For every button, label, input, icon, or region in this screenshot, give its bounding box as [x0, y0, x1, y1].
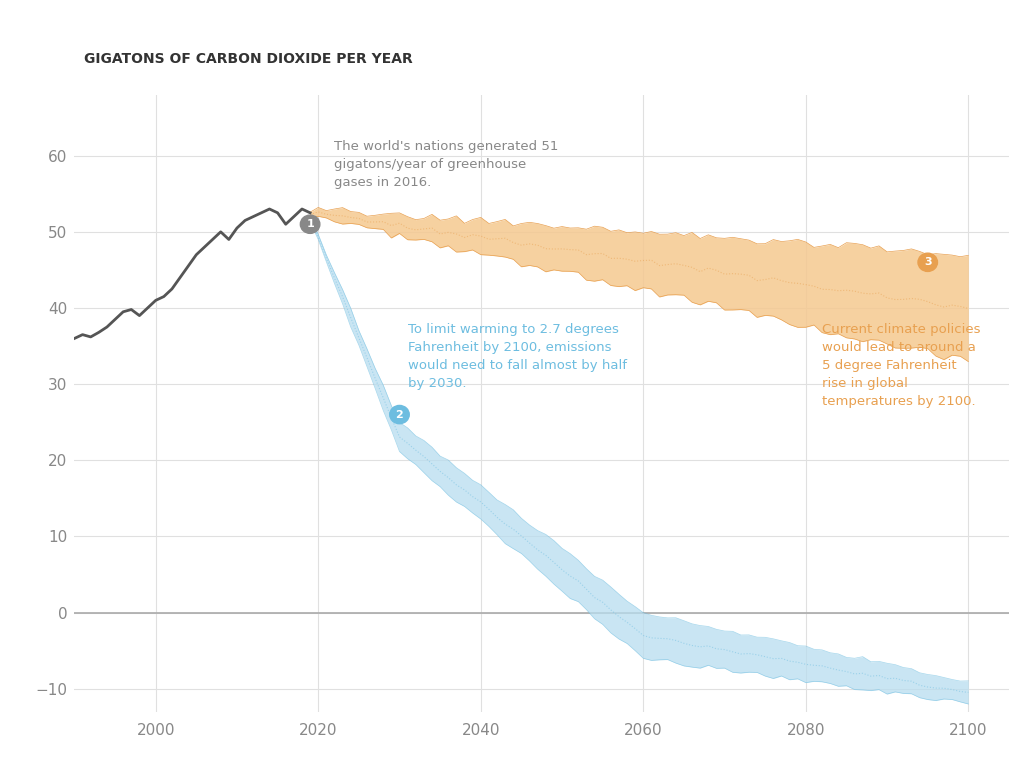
- Text: Current climate policies
would lead to around a
5 degree Fahrenheit
rise in glob: Current climate policies would lead to a…: [822, 323, 981, 409]
- Circle shape: [390, 406, 410, 424]
- Text: 2: 2: [395, 409, 403, 419]
- Text: 3: 3: [924, 257, 932, 267]
- Text: 1: 1: [306, 219, 314, 229]
- Circle shape: [300, 215, 319, 233]
- Circle shape: [918, 253, 938, 271]
- Text: To limit warming to 2.7 degrees
Fahrenheit by 2100, emissions
would need to fall: To limit warming to 2.7 degrees Fahrenhe…: [408, 323, 627, 390]
- Text: The world's nations generated 51
gigatons/year of greenhouse
gases in 2016.: The world's nations generated 51 gigaton…: [335, 141, 559, 190]
- Text: GIGATONS OF CARBON DIOXIDE PER YEAR: GIGATONS OF CARBON DIOXIDE PER YEAR: [84, 51, 413, 65]
